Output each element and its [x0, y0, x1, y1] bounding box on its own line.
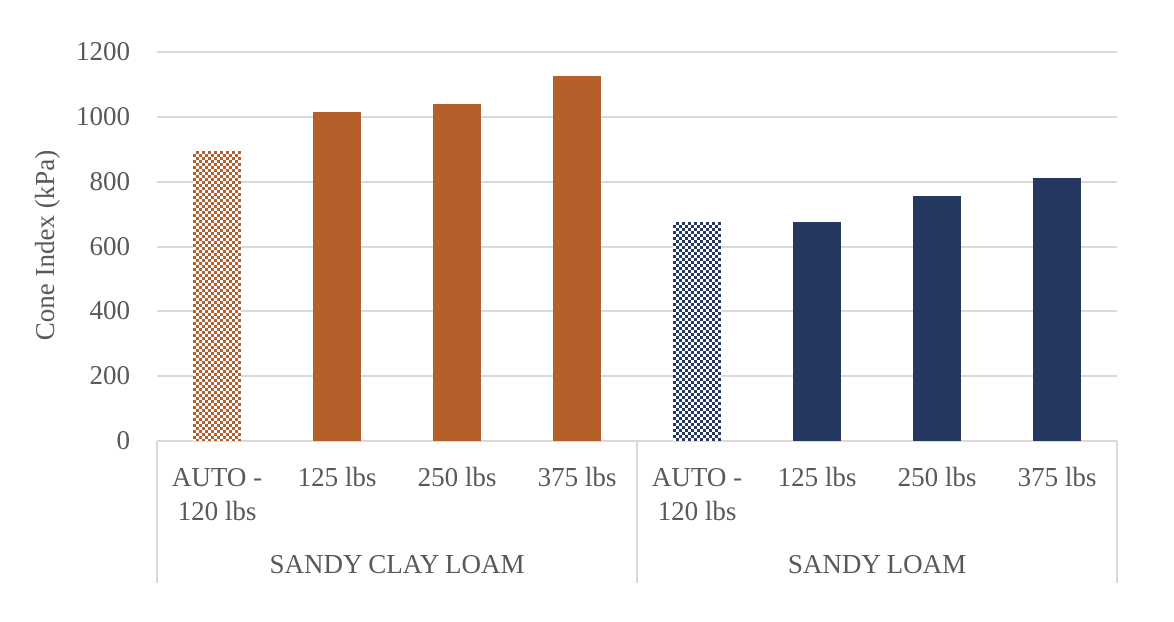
y-tick-label: 800: [89, 165, 131, 196]
bar: [673, 222, 721, 441]
y-tick-label: 200: [89, 360, 131, 391]
gridline: [157, 245, 1117, 248]
bar: [433, 103, 481, 441]
x-category-label: 375 lbs: [1017, 462, 1097, 492]
bar: [913, 196, 961, 441]
x-category-label: AUTO -120 lbs: [171, 462, 263, 526]
gridline: [157, 310, 1117, 313]
x-category-label: 125 lbs: [297, 462, 377, 492]
gridline: [157, 51, 1117, 53]
y-tick-label: 400: [89, 295, 131, 326]
bar: [193, 150, 241, 441]
bar: [553, 76, 601, 441]
x-category-label: 375 lbs: [537, 462, 617, 492]
y-tick-label: 1200: [76, 36, 130, 66]
group-label-sandy-loam: SANDY LOAM: [787, 549, 967, 579]
group-separator: [636, 441, 638, 583]
group-label-sandy-clay-loam: SANDY CLAY LOAM: [269, 549, 525, 579]
gridline: [157, 115, 1117, 118]
y-tick-label: 600: [89, 230, 131, 261]
gridline: [157, 375, 1117, 378]
bar: [313, 111, 361, 441]
bar: [793, 222, 841, 441]
x-category-label: AUTO -120 lbs: [651, 462, 743, 526]
group-separator: [1116, 441, 1118, 583]
x-category-label: 125 lbs: [777, 462, 857, 492]
gridline: [157, 180, 1117, 183]
x-category-label: 250 lbs: [417, 462, 497, 492]
y-tick-label: 0: [116, 425, 131, 455]
bar: [1033, 178, 1081, 441]
group-separator: [156, 441, 158, 583]
y-tick-label: 1000: [76, 100, 130, 131]
x-category-label: 250 lbs: [897, 462, 977, 492]
